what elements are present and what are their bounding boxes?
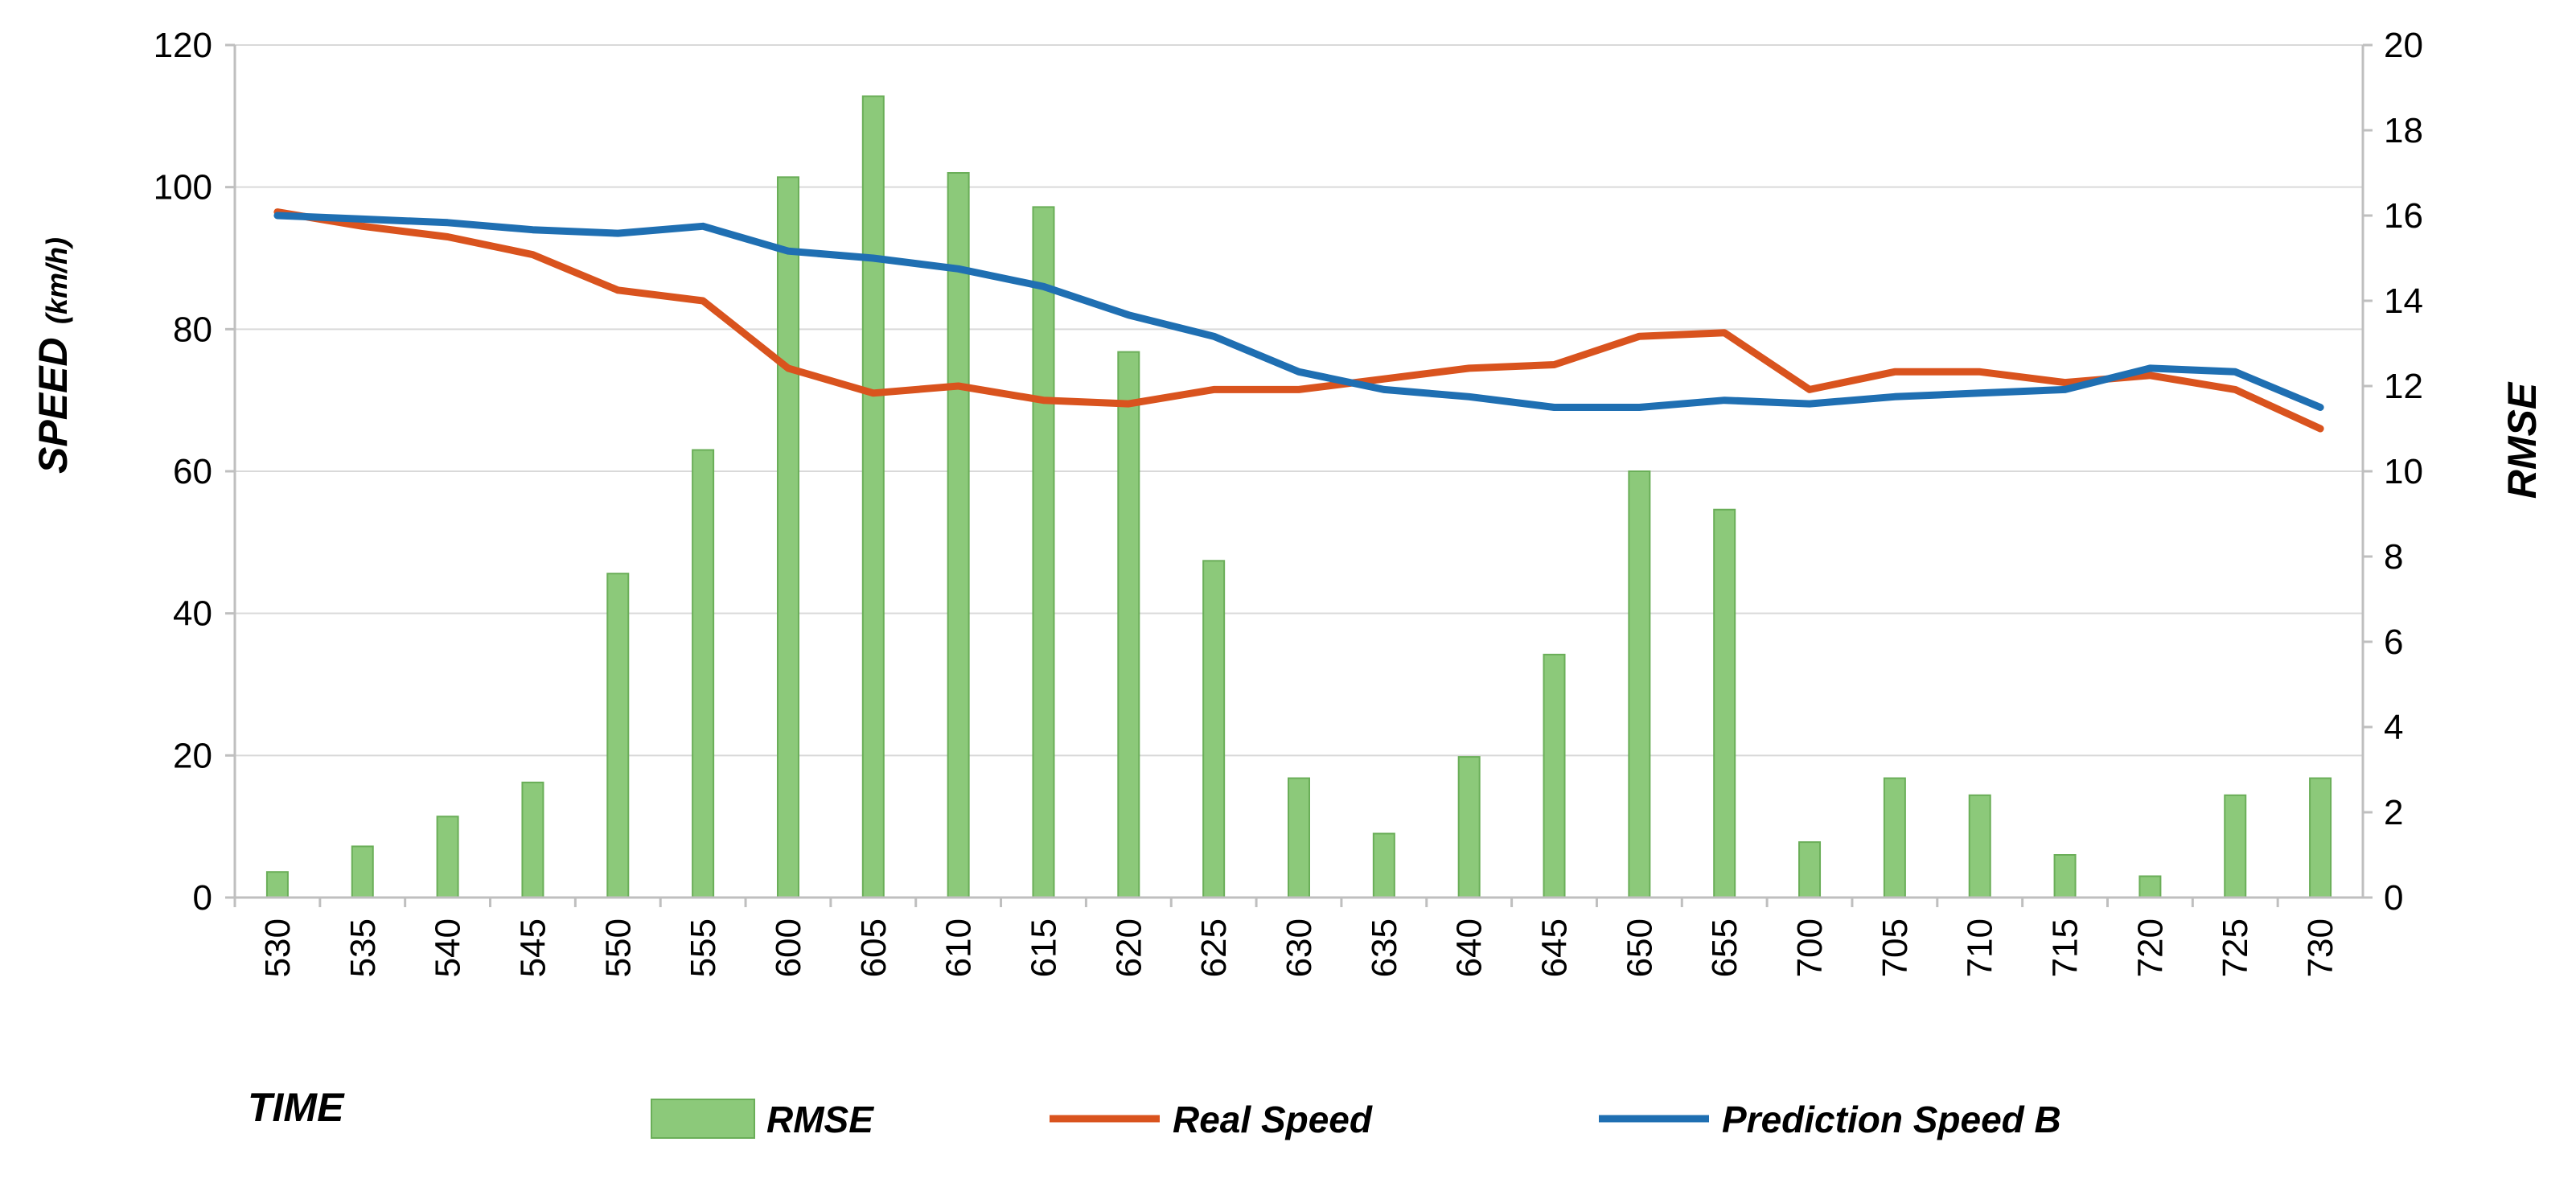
x-tick-label-605: 605 xyxy=(854,918,894,977)
x-tick-label-545: 545 xyxy=(513,918,553,977)
gridlines xyxy=(235,44,2363,757)
x-tick-label-640: 640 xyxy=(1450,918,1489,977)
legend: RMSE Real Speed Prediction Speed B xyxy=(651,1099,2061,1140)
rmse-bar-710 xyxy=(1968,794,1991,898)
x-tick-label-700: 700 xyxy=(1790,918,1830,977)
rmse-bar-555 xyxy=(692,449,715,898)
y-axis-title-main: SPEED xyxy=(31,337,76,474)
y2-tick-label-4: 4 xyxy=(2384,708,2403,747)
y-tick-label-120: 120 xyxy=(154,26,212,65)
rmse-bar-655 xyxy=(1713,508,1736,898)
y-tick-label-100: 100 xyxy=(154,168,212,207)
y2-tick-label-10: 10 xyxy=(2384,452,2423,491)
x-tick-label-650: 650 xyxy=(1620,918,1659,977)
rmse-bar-545 xyxy=(521,781,544,899)
rmse-bar-625 xyxy=(1202,560,1226,898)
y2-tick-label-8: 8 xyxy=(2384,537,2403,577)
rmse-bar-720 xyxy=(2138,875,2162,898)
y2-tick-label-12: 12 xyxy=(2384,367,2423,406)
legend-rmse-label: RMSE xyxy=(766,1099,874,1140)
rmse-bar-705 xyxy=(1883,777,1906,898)
x-tick-label-635: 635 xyxy=(1365,918,1404,977)
rmse-bar-700 xyxy=(1798,841,1822,898)
rmse-bar-630 xyxy=(1288,777,1310,898)
x-tick-label-630: 630 xyxy=(1280,918,1319,977)
speed-lines xyxy=(273,208,2324,433)
x-tick-label-705: 705 xyxy=(1876,918,1915,977)
y2-tick-label-16: 16 xyxy=(2384,196,2423,236)
y2-tick-label-2: 2 xyxy=(2384,793,2403,832)
rmse-bars xyxy=(265,95,2332,899)
left-axis-ticks: 0 20 40 60 80 100 120 xyxy=(154,26,235,918)
rmse-bar-730 xyxy=(2309,777,2332,898)
y-tick-label-40: 40 xyxy=(173,594,212,634)
y-tick-label-0: 0 xyxy=(193,878,212,918)
rmse-bar-615 xyxy=(1032,206,1055,898)
rmse-bar-650 xyxy=(1628,470,1651,898)
y-tick-label-60: 60 xyxy=(173,452,212,491)
x-tick-label-620: 620 xyxy=(1109,918,1148,977)
x-tick-label-550: 550 xyxy=(598,918,638,977)
y-axis-title-unit: (km/h) xyxy=(40,237,73,324)
legend-rmse-swatch xyxy=(651,1099,755,1139)
rmse-bar-530 xyxy=(265,871,289,898)
x-tick-label-715: 715 xyxy=(2046,918,2085,977)
rmse-bar-610 xyxy=(947,172,970,898)
real-speed-line xyxy=(273,208,2324,433)
x-tick-label-555: 555 xyxy=(684,918,723,977)
rmse-bar-635 xyxy=(1372,832,1395,898)
rmse-bar-550 xyxy=(606,573,630,898)
rmse-bar-620 xyxy=(1117,351,1140,899)
x-tick-label-540: 540 xyxy=(429,918,468,977)
rmse-bar-640 xyxy=(1457,756,1481,898)
y2-tick-label-20: 20 xyxy=(2384,26,2423,65)
x-tick-label-600: 600 xyxy=(769,918,808,977)
x-tick-label-710: 710 xyxy=(1961,918,2000,977)
y2-tick-label-18: 18 xyxy=(2384,111,2423,150)
rmse-bar-645 xyxy=(1543,653,1566,899)
y2-tick-label-6: 6 xyxy=(2384,622,2403,662)
x-tick-label-645: 645 xyxy=(1535,918,1575,977)
legend-prediction-speed-label: Prediction Speed B xyxy=(1722,1099,2061,1140)
x-axis-ticks: 530 535 540 545 550 555 600 605 610 615 620 625 630 6… xyxy=(233,898,2340,977)
y2-axis-title: RMSE xyxy=(2500,381,2545,499)
prediction-speed-b-line xyxy=(273,212,2324,411)
legend-real-speed-label: Real Speed xyxy=(1173,1099,1373,1140)
rmse-bar-605 xyxy=(861,95,885,899)
x-tick-label-530: 530 xyxy=(258,918,298,977)
x-axis-title: TIME xyxy=(248,1085,345,1130)
rmse-bar-535 xyxy=(351,845,374,899)
rmse-bar-540 xyxy=(436,815,459,898)
right-axis-ticks: 0 2 4 6 8 10 12 14 16 18 20 xyxy=(2363,26,2423,918)
x-tick-label-725: 725 xyxy=(2216,918,2255,977)
y-axis-title: SPEED (km/h) xyxy=(31,237,76,474)
x-tick-label-730: 730 xyxy=(2301,918,2340,977)
x-tick-label-720: 720 xyxy=(2130,918,2170,977)
x-tick-label-610: 610 xyxy=(939,918,979,977)
x-tick-label-655: 655 xyxy=(1705,918,1744,977)
y2-tick-label-0: 0 xyxy=(2384,878,2403,918)
x-tick-label-615: 615 xyxy=(1025,918,1064,977)
x-tick-label-625: 625 xyxy=(1194,918,1234,977)
y-tick-label-20: 20 xyxy=(173,736,212,775)
x-tick-label-535: 535 xyxy=(343,918,383,977)
y-tick-label-80: 80 xyxy=(173,310,212,349)
rmse-bar-725 xyxy=(2224,794,2247,898)
rmse-bar-715 xyxy=(2053,854,2077,898)
rmse-bar-600 xyxy=(776,176,799,899)
y2-tick-label-14: 14 xyxy=(2384,281,2423,321)
